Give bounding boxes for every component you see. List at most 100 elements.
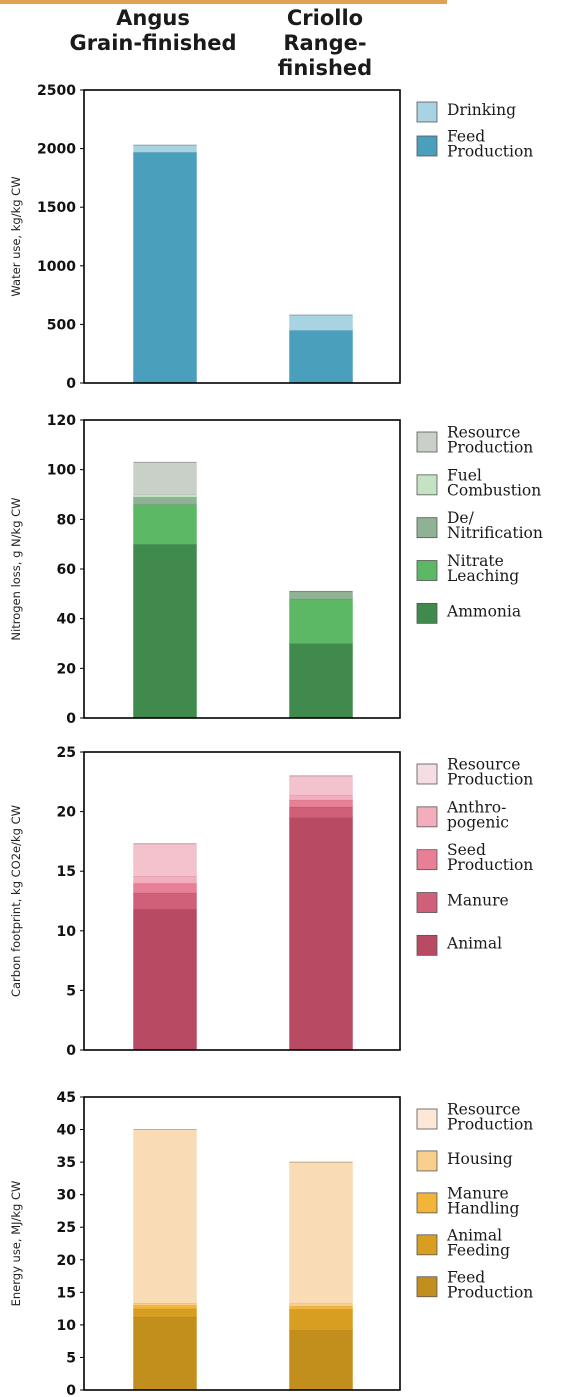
legend-label: Feed [447,1268,485,1286]
column-header-angus: Angus Grain-finished [68,6,238,56]
legend-swatch [416,892,438,913]
y-tick-label: 15 [57,864,76,880]
bar-segment [133,1129,197,1304]
y-axis-label: Carbon footprint, kg CO2e/kg CW [9,805,23,997]
column-header-criollo-line2: Range-finished [277,31,373,80]
column-header-angus-line1: Angus [116,6,190,30]
legend-swatch [416,431,438,453]
y-tick-label: 25 [57,745,76,761]
y-tick-label: 0 [66,1383,76,1397]
bar-segment [133,875,197,884]
y-tick-label: 0 [66,711,76,727]
bar-segment [289,1329,353,1391]
legend-label: Housing [447,1150,513,1168]
y-tick-label: 40 [57,612,77,628]
legend-label: Nitrification [447,524,543,542]
bar-segment [289,1309,353,1331]
bar-segment [289,775,353,796]
legend-label: De/ [447,509,475,527]
legend-label: Fuel [447,466,482,484]
y-tick-label: 20 [57,1253,77,1269]
legend-label: Ammonia [446,602,521,620]
y-axis-label: Water use, kg/kg CW [9,176,23,296]
column-header-criollo-line1: Criollo [286,6,364,30]
legend-swatch [416,602,438,624]
legend-swatch [416,1234,438,1256]
legend-label: Leaching [447,567,519,585]
bar-segment [289,817,353,1051]
y-tick-label: 1500 [37,200,76,216]
bar-segment [289,799,353,808]
bar-segment [133,1308,197,1318]
legend-swatch [416,1150,438,1172]
legend-swatch [416,763,438,785]
y-tick-label: 80 [57,512,77,528]
legend-label: Production [447,1116,533,1134]
chart-panel-4: 0 5 10 15 20 25 30 35 40 45 Energy use, MJ/kg CW Re… [9,1090,533,1397]
legend-label: Combustion [447,481,541,499]
legend-label: Production [447,771,533,789]
y-tick-label: 60 [57,562,77,578]
legend-label: Production [447,143,533,161]
y-tick-label: 2500 [37,83,76,99]
bar-segment [289,591,353,600]
bar-segment [289,1161,353,1304]
plot-frame [83,89,401,384]
legend-label: Production [447,856,533,874]
legend-label: Resource [447,1101,520,1119]
column-header-angus-line2: Grain-finished [69,31,237,55]
y-tick-label: 35 [57,1155,76,1171]
y-tick-label: 0 [66,376,76,392]
bar-segment [289,598,353,644]
y-tick-label: 1000 [37,259,76,275]
y-tick-label: 10 [57,1318,77,1334]
bar-segment [133,496,197,505]
legend-label: Feeding [447,1241,510,1259]
y-tick-label: 500 [47,317,76,333]
y-tick-label: 2000 [37,142,76,158]
y-axis-label: Nitrogen loss, g N/kg CW [9,497,23,640]
y-axis-label: Energy use, MJ/kg CW [9,1181,23,1307]
y-tick-label: 20 [57,805,77,821]
legend-swatch [416,1192,438,1214]
legend-label: Production [447,439,533,457]
bar-segment [289,806,353,818]
bar-segment [133,843,197,877]
column-header-criollo: Criollo Range-finished [240,6,410,81]
legend-swatch [416,135,438,157]
legend-swatch [416,1108,438,1130]
y-tick-label: 10 [57,924,77,940]
bar-segment [133,151,197,384]
bar-segment [289,330,353,384]
bar-segment [289,643,353,719]
legend-label: Seed [447,841,486,859]
legend-swatch [416,101,438,123]
chart-panel-3: 0 5 10 15 20 25 Carbon footprint, kg CO2e/kg C… [9,745,533,1059]
legend-label: Drinking [447,101,516,119]
y-tick-label: 120 [47,413,76,429]
bar-segment [133,892,197,910]
legend-label: Manure [447,1184,509,1202]
plot-frame [83,1096,401,1391]
legend-swatch [416,934,438,956]
header-accent-line [0,0,447,4]
legend-label: Animal [446,1226,502,1244]
bar-segment [133,504,197,545]
y-tick-label: 5 [66,983,76,999]
plot-frame [83,751,401,1051]
legend-label: Nitrate [447,552,504,570]
plot-frame [83,419,401,719]
bar-segment [133,543,197,719]
chart-panel-1: 0 500 1000 1500 2000 2500 Water use, kg/kg CW D… [9,83,533,392]
y-tick-label: 25 [57,1220,76,1236]
chart-panel-2: 0 20 40 60 80 100 120 Nitrogen loss, g N/kg CW R… [9,413,543,727]
legend-label: Feed [447,128,485,146]
y-tick-label: 100 [47,463,76,479]
legend-label: Handling [447,1199,520,1217]
y-tick-label: 30 [57,1188,77,1204]
y-tick-label: 15 [57,1285,76,1301]
legend-swatch [416,1276,438,1298]
bar-segment [133,909,197,1051]
legend-swatch [416,474,438,496]
